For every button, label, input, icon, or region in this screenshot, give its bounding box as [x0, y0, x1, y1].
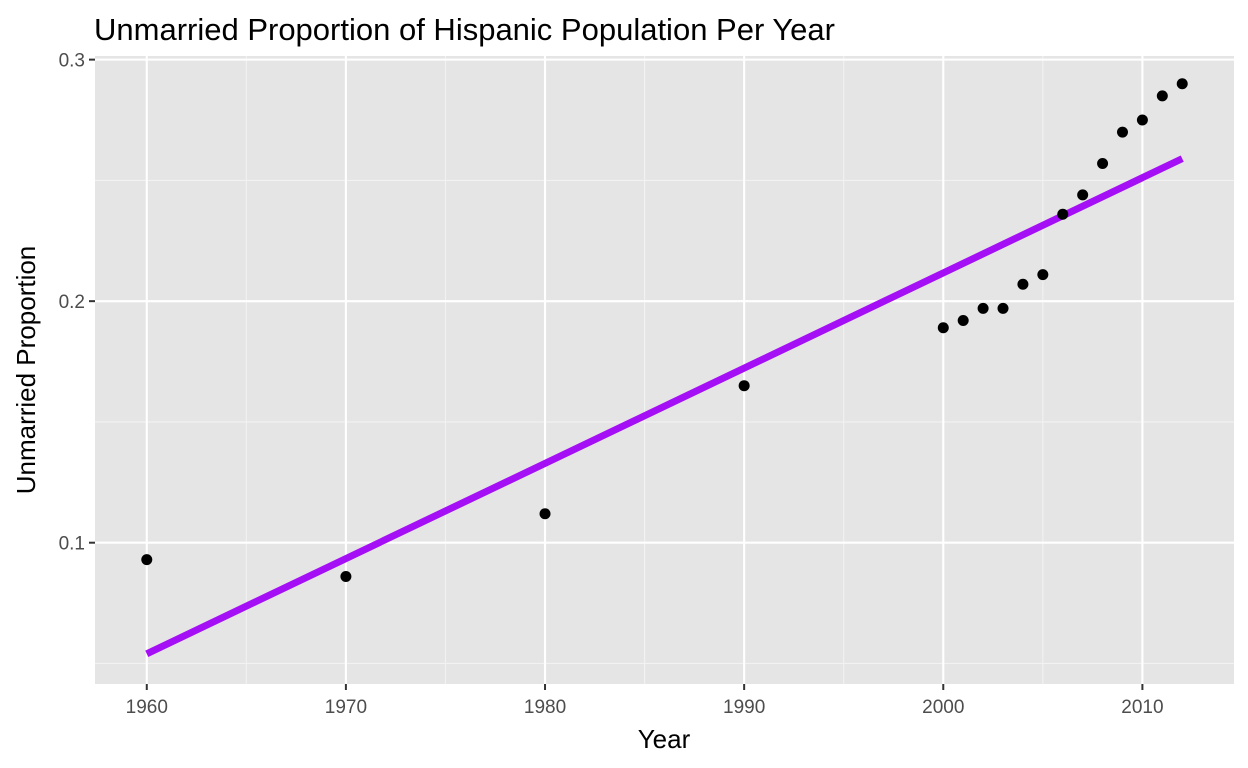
data-point-2001	[957, 314, 969, 326]
y-axis-title: Unmarried Proportion	[11, 246, 41, 495]
axes: 1960 1970 1980 1990 2000 2010 0.1 0.2 0.3	[59, 51, 1164, 718]
y-tick-label-0: 0.1	[59, 534, 85, 555]
x-tick-label-4: 2000	[922, 697, 964, 718]
data-point-2009	[1116, 126, 1128, 138]
data-point-2002	[977, 302, 989, 314]
data-point-2008	[1097, 157, 1109, 169]
x-tick-label-3: 1990	[723, 697, 765, 718]
plot-panel	[95, 56, 1234, 684]
data-point-1980	[539, 508, 551, 520]
grid-lines	[95, 56, 1234, 684]
data-point-1970	[340, 571, 352, 583]
x-tick-label-2: 1980	[524, 697, 566, 718]
fit-line-layer	[145, 155, 1184, 657]
data-point-2005	[1037, 269, 1049, 281]
data-point-2012	[1176, 78, 1188, 90]
data-points	[141, 78, 1188, 583]
x-tick-label-1: 1970	[325, 697, 367, 718]
data-point-2010	[1136, 114, 1148, 126]
data-point-2006	[1057, 208, 1069, 220]
fit-line	[145, 155, 1184, 657]
data-point-2004	[1017, 278, 1029, 290]
x-tick-label-5: 2010	[1121, 697, 1163, 718]
data-point-2000	[937, 322, 949, 334]
chart-title: Unmarried Proportion of Hispanic Populat…	[94, 12, 835, 47]
data-point-2011	[1156, 90, 1168, 102]
x-axis-title: Year	[638, 724, 691, 754]
data-point-1990	[738, 380, 750, 392]
x-tick-label-0: 1960	[126, 697, 168, 718]
data-point-2007	[1077, 189, 1089, 201]
y-tick-label-2: 0.3	[59, 51, 85, 72]
data-point-2003	[997, 302, 1009, 314]
y-tick-label-1: 0.2	[59, 292, 85, 313]
data-point-1960	[141, 554, 153, 566]
